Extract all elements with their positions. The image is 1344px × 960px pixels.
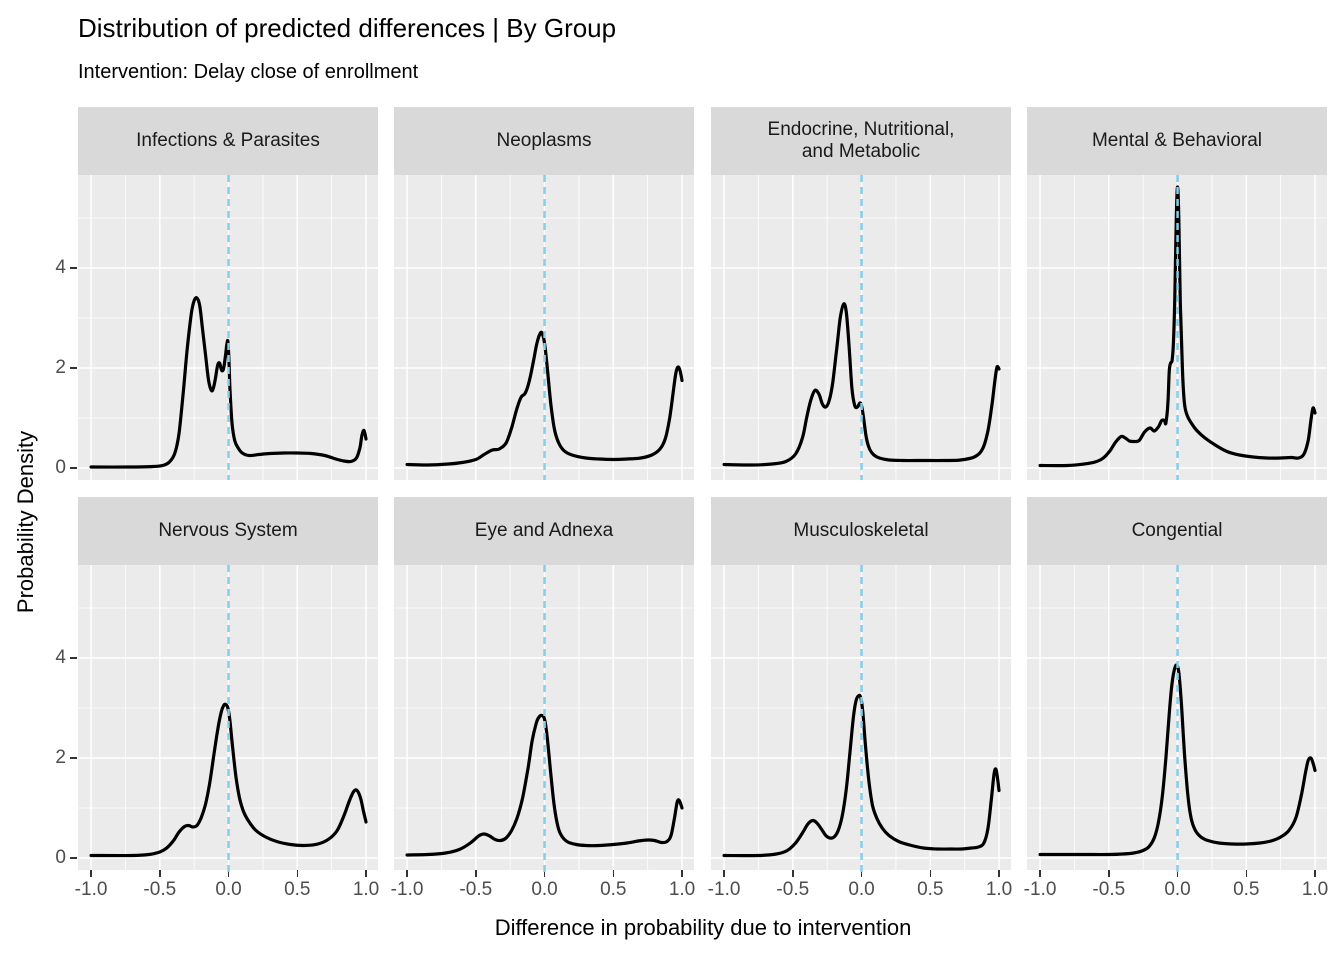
facet-strip-label: Mental & Behavioral — [1091, 130, 1263, 152]
facet-panel — [394, 565, 694, 877]
facet-strip: Infections & Parasites — [78, 107, 378, 175]
density-curve — [405, 713, 684, 857]
x-tick-label: 0.0 — [215, 879, 242, 900]
facet-panel — [711, 175, 1011, 480]
y-tick-label: 2 — [55, 357, 66, 378]
x-tick-label: 1.0 — [985, 879, 1013, 900]
x-tick-mark — [227, 870, 230, 877]
x-tick-label: 0.0 — [531, 879, 558, 900]
x-tick-label: 0.5 — [284, 879, 311, 900]
facet-panel — [711, 565, 1011, 877]
facet-strip: Musculoskeletal — [711, 497, 1011, 565]
density-curve — [89, 702, 368, 858]
x-tick-label: -0.5 — [143, 879, 177, 900]
facet-strip: Endocrine, Nutritional, and Metabolic — [711, 107, 1011, 175]
density-curve — [722, 302, 1001, 467]
facet-strip: Nervous System — [78, 497, 378, 565]
x-tick-label: 0.5 — [600, 879, 627, 900]
y-tick-label: 0 — [55, 457, 66, 478]
y-tick-mark — [70, 657, 77, 659]
x-tick-mark — [1108, 870, 1110, 877]
x-tick-mark — [296, 870, 299, 877]
y-tick-mark — [70, 757, 77, 759]
x-tick-label: 0.0 — [1164, 879, 1191, 900]
y-tick-label: 4 — [55, 647, 66, 668]
x-tick-mark — [998, 870, 1000, 877]
x-tick-mark — [90, 870, 92, 877]
density-curve — [1038, 185, 1317, 468]
x-tick-label: 0.5 — [917, 879, 944, 900]
x-tick-label: -1.0 — [1023, 879, 1057, 900]
density-curve — [89, 296, 368, 469]
x-tick-label: -0.5 — [1092, 879, 1126, 900]
y-tick-mark — [70, 267, 77, 269]
x-tick-mark — [1176, 870, 1179, 877]
x-tick-mark — [723, 870, 725, 877]
facet-strip-label: Nervous System — [158, 520, 298, 542]
y-tick-mark — [70, 467, 77, 469]
facet-strip: Eye and Adnexa — [394, 497, 694, 565]
x-tick-mark — [612, 870, 615, 877]
x-tick-label: 1.0 — [352, 879, 380, 900]
density-curve — [1038, 663, 1317, 857]
facet-panel — [78, 175, 378, 480]
x-tick-label: -1.0 — [74, 879, 108, 900]
x-tick-mark — [860, 870, 863, 877]
x-tick-label: 1.0 — [668, 879, 696, 900]
y-tick-mark — [70, 857, 77, 859]
facet-strip-label: Infections & Parasites — [136, 130, 320, 152]
x-tick-mark — [159, 870, 161, 877]
x-tick-label: -0.5 — [459, 879, 493, 900]
x-tick-mark — [1314, 870, 1316, 877]
facet-panel — [78, 565, 378, 877]
facet-panel — [394, 175, 694, 480]
y-axis-title: Probability Density — [13, 430, 38, 614]
x-axis-title: Difference in probability due to interve… — [494, 915, 912, 940]
facet-strip-label: Eye and Adnexa — [474, 520, 614, 542]
x-tick-label: -1.0 — [390, 879, 424, 900]
x-tick-label: -0.5 — [776, 879, 810, 900]
x-tick-mark — [543, 870, 546, 877]
chart-subtitle: Intervention: Delay close of enrollment — [78, 61, 419, 83]
x-tick-mark — [929, 870, 932, 877]
facet-strip: Congential — [1027, 497, 1327, 565]
y-tick-mark — [70, 367, 77, 369]
x-tick-label: 0.0 — [848, 879, 875, 900]
facet-panel — [1027, 565, 1327, 877]
y-tick-label: 4 — [55, 257, 66, 278]
x-tick-mark — [365, 870, 367, 877]
facet-strip-label: Neoplasms — [496, 130, 592, 152]
x-tick-mark — [406, 870, 408, 877]
x-tick-mark — [1039, 870, 1041, 877]
x-tick-mark — [792, 870, 794, 877]
x-tick-mark — [1245, 870, 1248, 877]
facet-strip-label: Musculoskeletal — [793, 520, 929, 542]
x-tick-mark — [681, 870, 683, 877]
facet-strip-label: Congential — [1131, 520, 1223, 542]
x-tick-mark — [475, 870, 477, 877]
facet-strip: Mental & Behavioral — [1027, 107, 1327, 175]
chart-title: Distribution of predicted differences | … — [78, 13, 617, 43]
facet-panel — [1027, 175, 1327, 480]
y-tick-label: 2 — [55, 747, 66, 768]
facet-strip: Neoplasms — [394, 107, 694, 175]
density-curve — [405, 330, 684, 467]
x-tick-label: 1.0 — [1301, 879, 1329, 900]
facet-strip-label: Endocrine, Nutritional, and Metabolic — [767, 119, 955, 162]
x-tick-label: 0.5 — [1233, 879, 1260, 900]
x-tick-label: -1.0 — [707, 879, 741, 900]
y-tick-label: 0 — [55, 847, 66, 868]
